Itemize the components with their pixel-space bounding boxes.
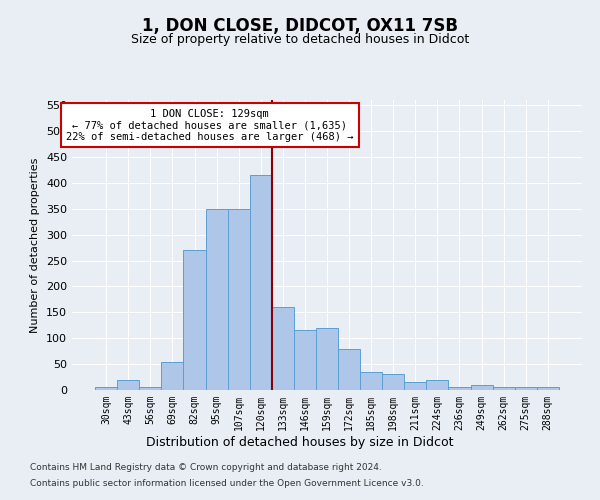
Bar	[227, 209, 250, 390]
Y-axis label: Number of detached properties: Number of detached properties	[31, 158, 40, 332]
Bar	[360, 372, 382, 390]
Bar	[470, 385, 493, 390]
Text: 1, DON CLOSE, DIDCOT, OX11 7SB: 1, DON CLOSE, DIDCOT, OX11 7SB	[142, 18, 458, 36]
Text: Contains HM Land Registry data © Crown copyright and database right 2024.: Contains HM Land Registry data © Crown c…	[30, 464, 382, 472]
Bar	[338, 348, 360, 390]
Text: Size of property relative to detached houses in Didcot: Size of property relative to detached ho…	[131, 32, 469, 46]
Bar	[250, 175, 272, 390]
Text: Contains public sector information licensed under the Open Government Licence v3: Contains public sector information licen…	[30, 478, 424, 488]
Bar	[95, 388, 117, 390]
Bar	[382, 374, 404, 390]
Bar	[161, 362, 184, 390]
Bar	[139, 388, 161, 390]
Bar	[294, 330, 316, 390]
Text: 1 DON CLOSE: 129sqm
← 77% of detached houses are smaller (1,635)
22% of semi-det: 1 DON CLOSE: 129sqm ← 77% of detached ho…	[66, 108, 353, 142]
Bar	[206, 209, 227, 390]
Bar	[184, 250, 206, 390]
Bar	[515, 388, 537, 390]
Bar	[493, 388, 515, 390]
Bar	[427, 380, 448, 390]
Bar	[537, 388, 559, 390]
Bar	[448, 388, 470, 390]
Bar	[272, 307, 294, 390]
Text: Distribution of detached houses by size in Didcot: Distribution of detached houses by size …	[146, 436, 454, 449]
Bar	[316, 328, 338, 390]
Bar	[117, 380, 139, 390]
Bar	[404, 382, 427, 390]
